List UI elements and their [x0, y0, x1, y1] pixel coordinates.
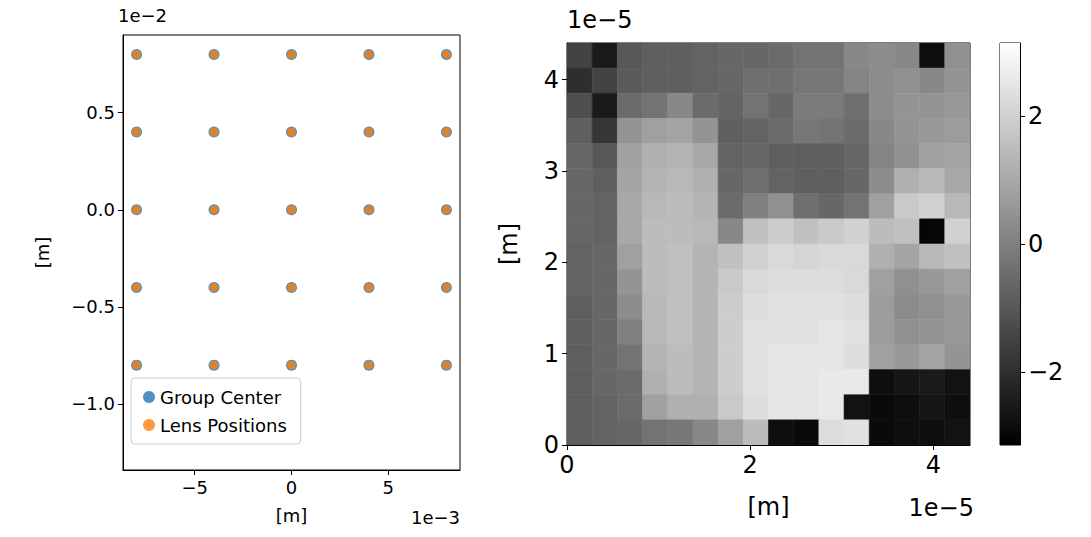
svg-text:1e−5: 1e−5: [909, 494, 974, 522]
svg-text:2: 2: [1028, 102, 1043, 130]
svg-text:0: 0: [544, 431, 559, 459]
svg-text:−0.5: −0.5: [71, 296, 115, 317]
svg-text:4: 4: [926, 451, 941, 479]
svg-text:1e−5: 1e−5: [567, 6, 632, 34]
svg-text:0: 0: [1028, 230, 1043, 258]
svg-text:3: 3: [544, 157, 559, 185]
svg-text:4: 4: [544, 66, 559, 94]
svg-text:2: 2: [743, 451, 758, 479]
svg-text:0: 0: [559, 451, 574, 479]
svg-text:[m]: [m]: [32, 237, 53, 269]
svg-text:[m]: [m]: [747, 493, 789, 521]
svg-text:0.5: 0.5: [86, 102, 115, 123]
svg-text:5: 5: [383, 477, 394, 498]
svg-text:2: 2: [544, 248, 559, 276]
svg-text:Group Center: Group Center: [160, 387, 282, 408]
svg-text:1: 1: [544, 340, 559, 368]
svg-text:−5: −5: [181, 477, 208, 498]
svg-text:[m]: [m]: [276, 505, 308, 526]
svg-text:Lens Positions: Lens Positions: [160, 415, 287, 436]
svg-text:1e−2: 1e−2: [118, 5, 167, 26]
svg-text:−1.0: −1.0: [71, 393, 115, 414]
svg-text:−2: −2: [1028, 358, 1063, 386]
svg-text:[m]: [m]: [495, 223, 523, 265]
svg-text:1e−3: 1e−3: [411, 507, 460, 528]
svg-text:0: 0: [286, 477, 297, 498]
svg-text:0.0: 0.0: [86, 199, 115, 220]
